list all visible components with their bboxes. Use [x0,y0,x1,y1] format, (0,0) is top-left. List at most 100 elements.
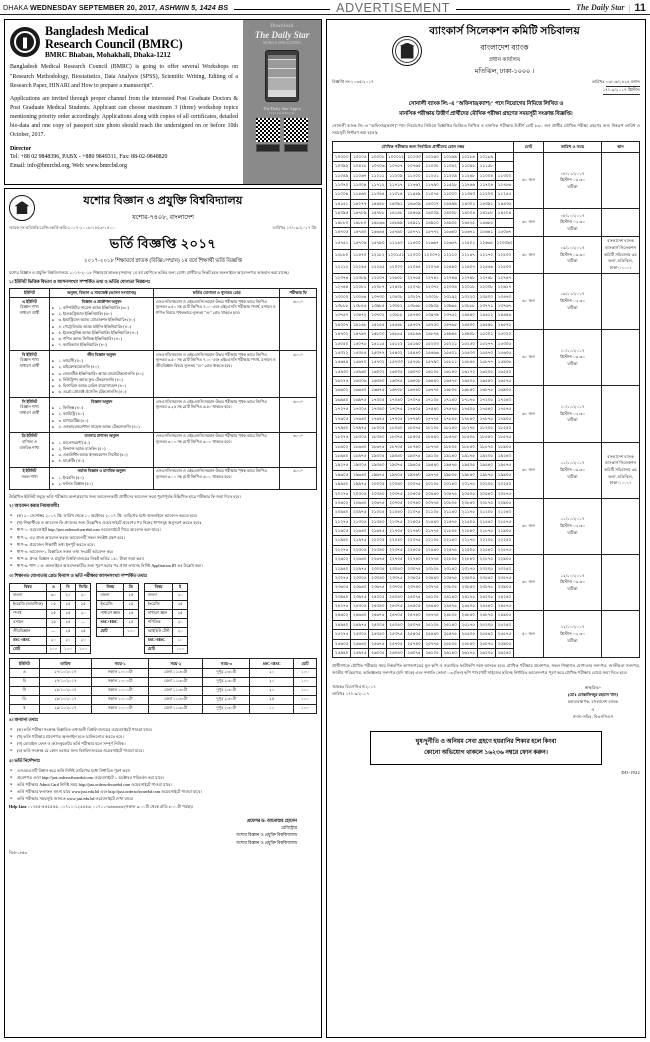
roll-number-cell: ১৯৬০৫ [331,469,352,481]
table-cell: বেলা ১১:৩০টা [148,667,204,678]
roll-number-cell: ১৫৭৫৮ [404,357,424,368]
roll-number-cell: ১৩২২৭ [404,291,424,303]
roll-number-cell: ২৫২৭৫ [331,629,352,640]
roll-number-cell: ১৬৯৭৫ [350,394,370,406]
roll-number-cell: ১২১১২ [331,260,352,274]
roll-number-cell: ১২৬১৭ [494,282,515,293]
unit-cell: ই ইউনিট সকল শাখা [9,466,50,491]
table-row: ১৩৮৮৮ ১৩৮৫৫ ১৩৯৮৫ ১৩৩৫২ ১৩৮৬৮ ১৩৯০৯ ১৩৯৬৫ ১৩৮৮৮… [331,301,640,312]
roll-number-cell: ২৩৩৭৫ [386,572,406,584]
roll-number-cell: ১৫৭৯০ [386,226,406,238]
group-datetime-cell: ০৯/১০/২০১৭ খ্রিস্টাব্দ ০৯:৩০ ঘটিকা [543,236,602,274]
roll-number-cell: ১৭৬৭৫ [368,413,388,424]
roll-number-cell: ১৪৮৫৫ [386,329,406,340]
just-exam-schedule-table: ইউনিট তারিখ সময়-১ সময়-২ সময়-৩ SSC+HSC মোট এ… [9,658,318,714]
promo-logo: The Daily Star [254,30,310,40]
bb-office: প্রধান কার্যালয় [488,57,521,63]
roll-number-cell: ১০০০৩ [331,151,352,163]
roll-number-cell: ১১৭৮৬ [494,180,515,191]
table-cell: SSC+HSC [96,617,125,628]
list-item: ৬. গণিত অ্যান্ড ফিজিক্স ইঞ্জিনিয়ারিং (৪… [52,337,151,343]
qr-code-android-icon[interactable] [256,118,280,142]
column-header: এ [45,582,62,593]
roll-number-cell: ২৩০৪০ [386,563,406,574]
roll-number-cell: ১৪৫০০ [458,319,478,331]
table-cell: ২০ [45,635,62,646]
roll-number-cell: ১২৪০৭ [458,260,478,274]
table-row: SSC+HSC ২০ ২০ ২০ [9,635,92,646]
just-helpline-row: Help Line ০১৭৫৫-৫৫৫৫৫৫, ০১৭১১-১২৩৪৫৬, ০১… [9,804,317,810]
roll-number-cell: ২১৯৪০ [331,535,352,546]
table-cell: মোট [143,644,174,655]
roll-number-cell: ১৯৯৭৫ [350,479,370,490]
table-row: SSC+HSC ২৫ [96,617,139,628]
roll-number-cell: ২২৭৫৪ [404,272,424,284]
roll-number-cell: ২১২০৫ [476,507,496,518]
roll-number-cell: ১৬৮৪০ [458,385,478,396]
table-row: ১৫৬৪৪ ১৫৬৭০ ১৫৭০২ ১৫৭৩৩ ১৫৭৫৮ ১৫৭৯০ ১৫৮১১ ১৫৮৪৫… [331,357,640,368]
bb-notice-line2: মানসিক পরীক্ষায় উত্তীর্ণ প্রার্থীদের মৌ… [399,110,573,117]
table-cell: ১০০ [123,626,139,637]
roll-number-cell: ১৬১৭২ [458,366,478,378]
roll-number-cell: ১৩৫৩৮ [386,291,406,303]
col-unit: ইউনিট [9,288,50,299]
list-item: ১. কম্পিউটার সায়েন্স অ্যান্ড ইঞ্জিনিয়া… [52,306,151,312]
bmrc-email: Email: info@bmrcbd.org, Web: www.bmrcbd.… [10,163,127,170]
table-row: ২০২৭৫ ২০৩০৫ ২০৩৪০ ২০৩৭৫ ২০৪০৫ ২০৪৪০ ২০৪৭৫ ২০৫০৫… [331,488,640,499]
roll-number-cell: ১৮২৭৫ [331,432,352,443]
bb-title: ব্যাংকার্স সিলেকশন কমিটি সচিবালয় [429,26,580,37]
bb-document-code: DO-1922 [621,770,640,776]
table-row: ২০৬০২ ২০৬৪০ ২০৬৭৫ ২০৭০৫ ২০৭৪০ ২০৭৭৫ ২০৮০৫ ২০৮৪০… [331,497,640,556]
bb-signatory-role: সদস্য-সচিব, বিএসসিএস [572,714,614,720]
table-row: ২২৬০২ ২২৬৪০ ২২৬৭৫ ২২৭০৫ ২২৭৪০ ২২৭৭৫ ২২৮০৫ ২২৮৪০… [331,554,640,612]
roll-number-cell: ১০৩৯২ [331,161,352,172]
roll-number-cell: ১৯৫০৫ [458,460,478,471]
roll-number-cell: ২৩১০৫ [422,563,442,574]
roll-number-cell: ১৯৩০৫ [350,460,370,471]
roll-number-cell: ১১৭৪৬ [458,180,478,191]
roll-number-cell: ১৮৬৪০ [350,441,370,453]
bb-memo-block: স্মারকঃ বিএসসিএস/২০১৭ তারিখঃ ১৭/০৯/২০১৭ [332,684,376,721]
roll-number-cell: ১৩০৪৪ [350,291,370,303]
roll-number-cell: ২০১৭৫ [458,479,478,490]
column-header: সময়-১ [91,658,150,669]
roll-number-cell: ১১১৫৮ [476,161,496,172]
fee-cell: ৬০০/- [279,432,317,468]
roll-number-cell: ১১২৫৫ [494,189,515,200]
roll-number-cell: ২৫৯৭৫ [350,647,370,659]
roll-number-cell: ১৫৭৭২ [422,226,442,238]
table-cell: ২৫ [123,609,139,619]
group-venue-cell: বাংলাদেশ ব্যাংক ব্যাংকার্স সিলেকশন কমিটি… [601,441,640,499]
roll-number-cell: ২৩৩৪০ [368,572,388,584]
roll-number-cell: ১৮৭৭৫ [422,441,442,453]
roll-number-cell: ২৪০৭৫ [404,591,424,603]
roll-number-cell: ১১৩৪৪ [368,189,388,200]
roll-number-cell: ২১৪৪০ [422,516,442,528]
group-datetime-cell: ১১/১০/২০১৭ খ্রিস্টাব্দ ০৯:৩০ ঘটিকা [543,441,602,499]
roll-number-cell: ২৩০৭৫ [404,563,424,574]
eligibility-cell: এসএসসি/সমমান ও এইচএসসি/সমমান উভয় পরীক্ষ… [153,397,281,434]
roll-number-cell: ১৪৭৪০ [404,310,424,321]
group-total-cell: ৬০ জন [513,554,544,612]
roll-number-cell: ১৫৩০৫ [494,338,515,349]
roll-number-cell: ২৫২০৫ [476,619,496,631]
masthead-city: DHAKA [3,3,30,12]
column-header: ই [172,582,188,593]
roll-number-cell: ২৩৫৪০ [476,572,496,584]
roll-number-cell: ১৯৫৪০ [476,460,496,471]
roll-number-cell: ২০৫৭৫ [494,488,515,499]
roll-number-cell: ২১৩৪০ [368,516,388,528]
roll-number-cell: ১৯১০৫ [422,451,442,462]
roll-number-cell: ২৩৬০৫ [331,582,352,593]
table-cell: দুপুর ২:৩০টা [202,676,251,687]
roll-number-cell: ১৮৪৪০ [422,432,442,443]
roll-number-cell: ২২৫০৫ [458,544,478,556]
roll-number-cell: ২০৬৭৫ [368,497,388,509]
roll-number-cell: ১৪৮৯৯ [386,217,406,228]
qr-code-ios-icon[interactable] [284,118,308,142]
roll-number-cell: ১৪১৪৮ [386,208,406,219]
masthead-rule-right [455,9,571,10]
google-play-badge-icon[interactable] [256,144,280,152]
app-store-badge-icon[interactable] [284,144,308,152]
